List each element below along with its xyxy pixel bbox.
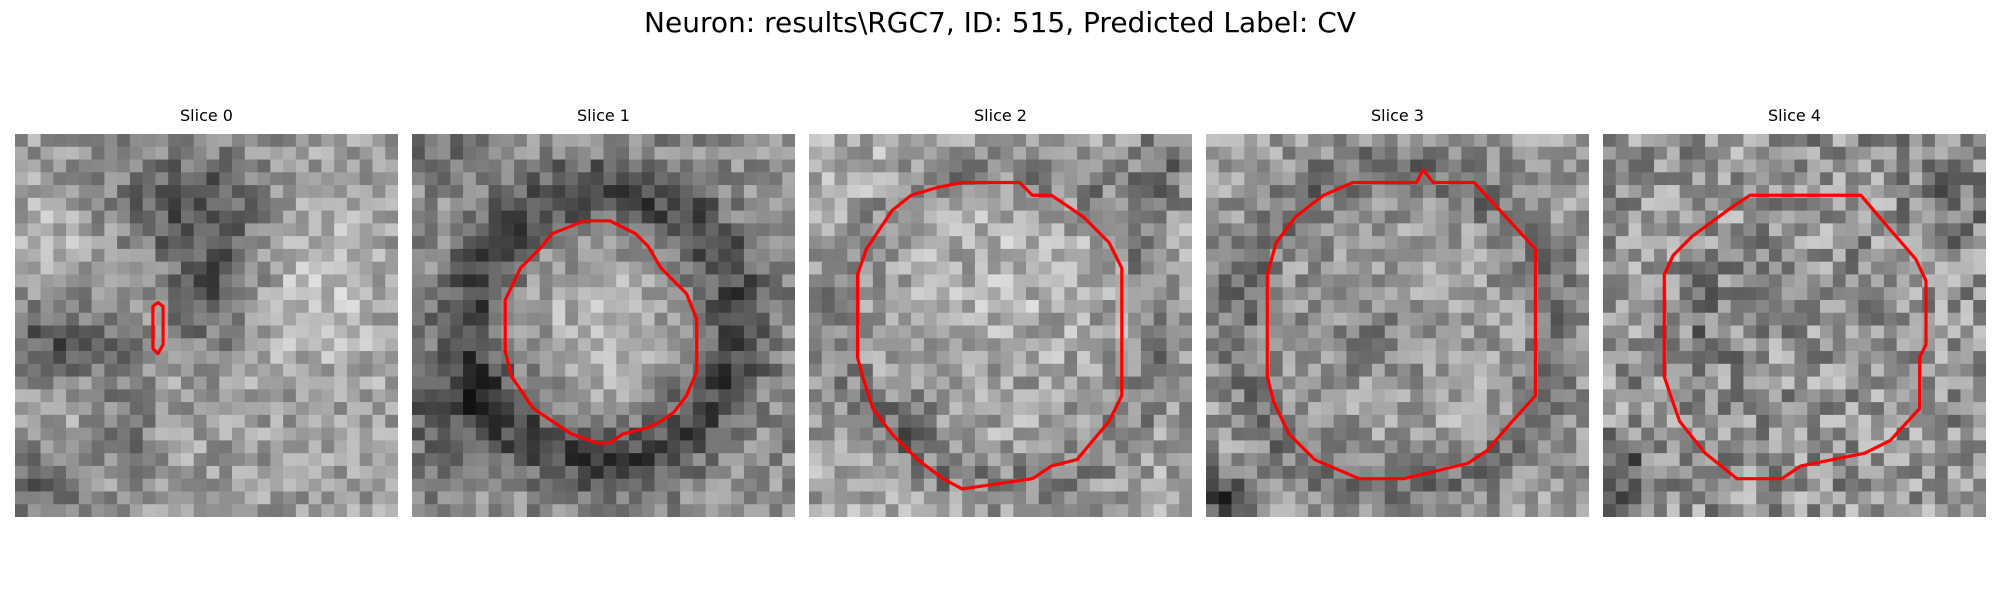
slice-panel-1: Slice 1 — [412, 106, 795, 525]
slice-image-2 — [809, 134, 1192, 517]
slice-image-0 — [15, 134, 398, 517]
contour-4 — [1662, 193, 1928, 481]
slice-title-0: Slice 0 — [180, 106, 233, 125]
slice-title-3: Slice 3 — [1371, 106, 1424, 125]
slice-panel-3: Slice 3 — [1206, 106, 1589, 525]
slice-panel-2: Slice 2 — [809, 106, 1192, 525]
contour-1 — [503, 219, 699, 445]
slice-image-4 — [1603, 134, 1986, 517]
slice-title-1: Slice 1 — [577, 106, 630, 125]
figure-title: Neuron: results\RGC7, ID: 515, Predicted… — [644, 6, 1356, 39]
slice-title-4: Slice 4 — [1768, 106, 1821, 125]
slice-image-3 — [1206, 134, 1589, 517]
slice-title-2: Slice 2 — [974, 106, 1027, 125]
slice-panel-4: Slice 4 — [1603, 106, 1986, 525]
contour-2 — [855, 180, 1124, 491]
contour-0 — [151, 300, 165, 356]
contour-3 — [1265, 168, 1537, 481]
slice-image-1 — [412, 134, 795, 517]
slice-panel-0: Slice 0 — [15, 106, 398, 525]
